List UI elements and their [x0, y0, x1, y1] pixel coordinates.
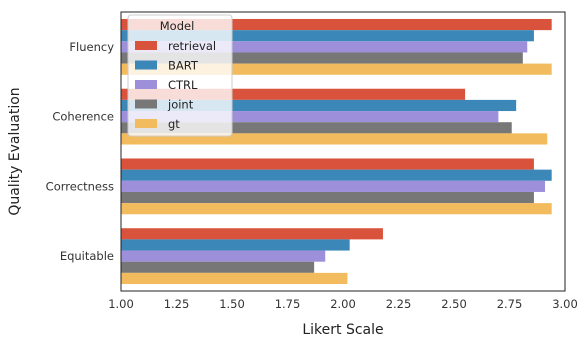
x-tick-label: 3.00: [552, 297, 578, 311]
legend-swatch-joint: [135, 99, 157, 109]
bar-retrieval-fluency: [121, 18, 552, 31]
bar-joint-coherence: [121, 122, 512, 134]
y-axis-title: Quality Evaluation: [7, 87, 23, 215]
x-tick-label: 1.00: [108, 297, 134, 311]
x-tick-label: 1.25: [164, 297, 190, 311]
legend: Model retrieval BART CTRL joint gt: [127, 14, 233, 137]
y-category-label: Fluency: [69, 40, 114, 54]
bar-gt-coherence: [121, 133, 548, 145]
bar-ctrl-fluency: [121, 41, 528, 53]
bar-retrieval-correctness: [121, 158, 534, 170]
plot-frame: [120, 11, 566, 292]
legend-label-joint: joint: [167, 98, 194, 112]
x-tick-label: 2.75: [497, 297, 523, 311]
bar-bart-correctness: [121, 169, 552, 181]
bar-ctrl-correctness: [121, 180, 546, 192]
bar-bart-fluency: [121, 30, 534, 42]
y-category-label: Correctness: [46, 179, 114, 193]
bar-retrieval-coherence: [121, 88, 466, 100]
legend-label-retrieval: retrieval: [168, 39, 216, 53]
y-category-label: Coherence: [52, 110, 114, 124]
x-axis-title: Likert Scale: [302, 322, 383, 338]
bar-bart-equitable: [121, 239, 350, 251]
x-tick-label: 1.50: [219, 297, 245, 311]
bars-layer: [121, 18, 552, 285]
legend-swatch-bart: [135, 60, 157, 70]
axes-layer: 1.00 1.25 1.50 1.75 2.00 2.25 2.50 2.75 3.00 Flue…: [46, 11, 578, 311]
x-tick-label: 2.25: [386, 297, 412, 311]
bar-joint-fluency: [121, 52, 523, 64]
legend-swatch-retrieval: [135, 41, 157, 50]
bar-joint-equitable: [121, 261, 315, 273]
legend-swatch-gt: [135, 119, 157, 128]
x-tick-label: 1.75: [275, 297, 301, 311]
bar-bart-coherence: [121, 99, 517, 112]
legend-swatch-ctrl: [135, 80, 157, 89]
legend-label-gt: gt: [168, 117, 180, 131]
bar-retrieval-equitable: [121, 228, 383, 240]
bar-ctrl-coherence: [121, 111, 499, 123]
bar-gt-fluency: [121, 63, 552, 75]
legend-title: Model: [160, 19, 195, 33]
bar-gt-equitable: [121, 272, 348, 285]
legend-box: [127, 14, 233, 137]
legend-label-bart: BART: [168, 59, 199, 73]
legend-label-ctrl: CTRL: [168, 78, 198, 92]
bar-joint-correctness: [121, 191, 534, 204]
x-tick-label: 2.00: [330, 297, 356, 311]
bar-gt-correctness: [121, 203, 552, 215]
x-tick-label: 2.50: [441, 297, 467, 311]
y-category-label: Equitable: [60, 249, 114, 263]
bar-ctrl-equitable: [121, 250, 326, 262]
